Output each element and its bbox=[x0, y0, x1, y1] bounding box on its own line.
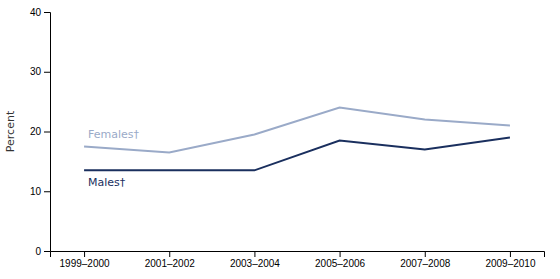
tick-label: 20 bbox=[30, 126, 42, 137]
tick: 2009–2010 bbox=[485, 251, 535, 269]
tick-mark bbox=[425, 251, 426, 257]
tick-mark bbox=[44, 132, 50, 133]
series-label: Females† bbox=[88, 128, 140, 141]
tick-label: 2009–2010 bbox=[485, 258, 535, 269]
tick-mark bbox=[44, 12, 50, 13]
tick-mark bbox=[254, 251, 255, 257]
x-axis: 1999–2000 2001–2002 2003–2004 2005–2006 2007… bbox=[51, 251, 545, 269]
tick-mark bbox=[510, 251, 511, 257]
tick-label: 0 bbox=[35, 246, 41, 257]
tick-label: 30 bbox=[30, 66, 42, 77]
tick: 2005–2006 bbox=[315, 251, 365, 269]
tick: 2003–2004 bbox=[230, 251, 280, 269]
tick-mark bbox=[44, 72, 50, 73]
tick-label: 2003–2004 bbox=[230, 258, 280, 269]
tick-mark bbox=[84, 251, 85, 257]
axis-line bbox=[44, 13, 51, 252]
chart: 1999–2000 2001–2002 2003–2004 2005–2006 2007… bbox=[0, 0, 560, 279]
tick-label: 2001–2002 bbox=[145, 258, 195, 269]
tick: 20 bbox=[30, 126, 50, 137]
tick-mark bbox=[340, 251, 341, 257]
tick: 2001–2002 bbox=[145, 251, 195, 269]
tick-label: 2007–2008 bbox=[400, 258, 450, 269]
axis-line bbox=[51, 252, 545, 258]
line-labels: Females† Males† bbox=[88, 128, 140, 189]
tick: 10 bbox=[30, 186, 50, 197]
plot: 1999–2000 2001–2002 2003–2004 2005–2006 2007… bbox=[30, 7, 545, 269]
tick: 40 bbox=[30, 7, 50, 18]
tick-label: 40 bbox=[30, 7, 42, 18]
axis-title: Percent bbox=[4, 110, 17, 152]
series-label: Males† bbox=[88, 176, 126, 189]
line bbox=[84, 137, 510, 170]
tick-mark bbox=[44, 191, 50, 192]
tick: 1999–2000 bbox=[60, 251, 110, 269]
tick: 0 bbox=[35, 246, 50, 257]
y-axis: 0 10 20 30 40 bbox=[30, 7, 51, 257]
tick-label: 1999–2000 bbox=[60, 258, 110, 269]
tick-label: 10 bbox=[30, 186, 42, 197]
tick-label: 2005–2006 bbox=[315, 258, 365, 269]
tick: 30 bbox=[30, 66, 50, 77]
tick-mark bbox=[169, 251, 170, 257]
tick: 2007–2008 bbox=[400, 251, 450, 269]
tick-mark bbox=[44, 251, 50, 252]
series-group bbox=[84, 108, 510, 171]
